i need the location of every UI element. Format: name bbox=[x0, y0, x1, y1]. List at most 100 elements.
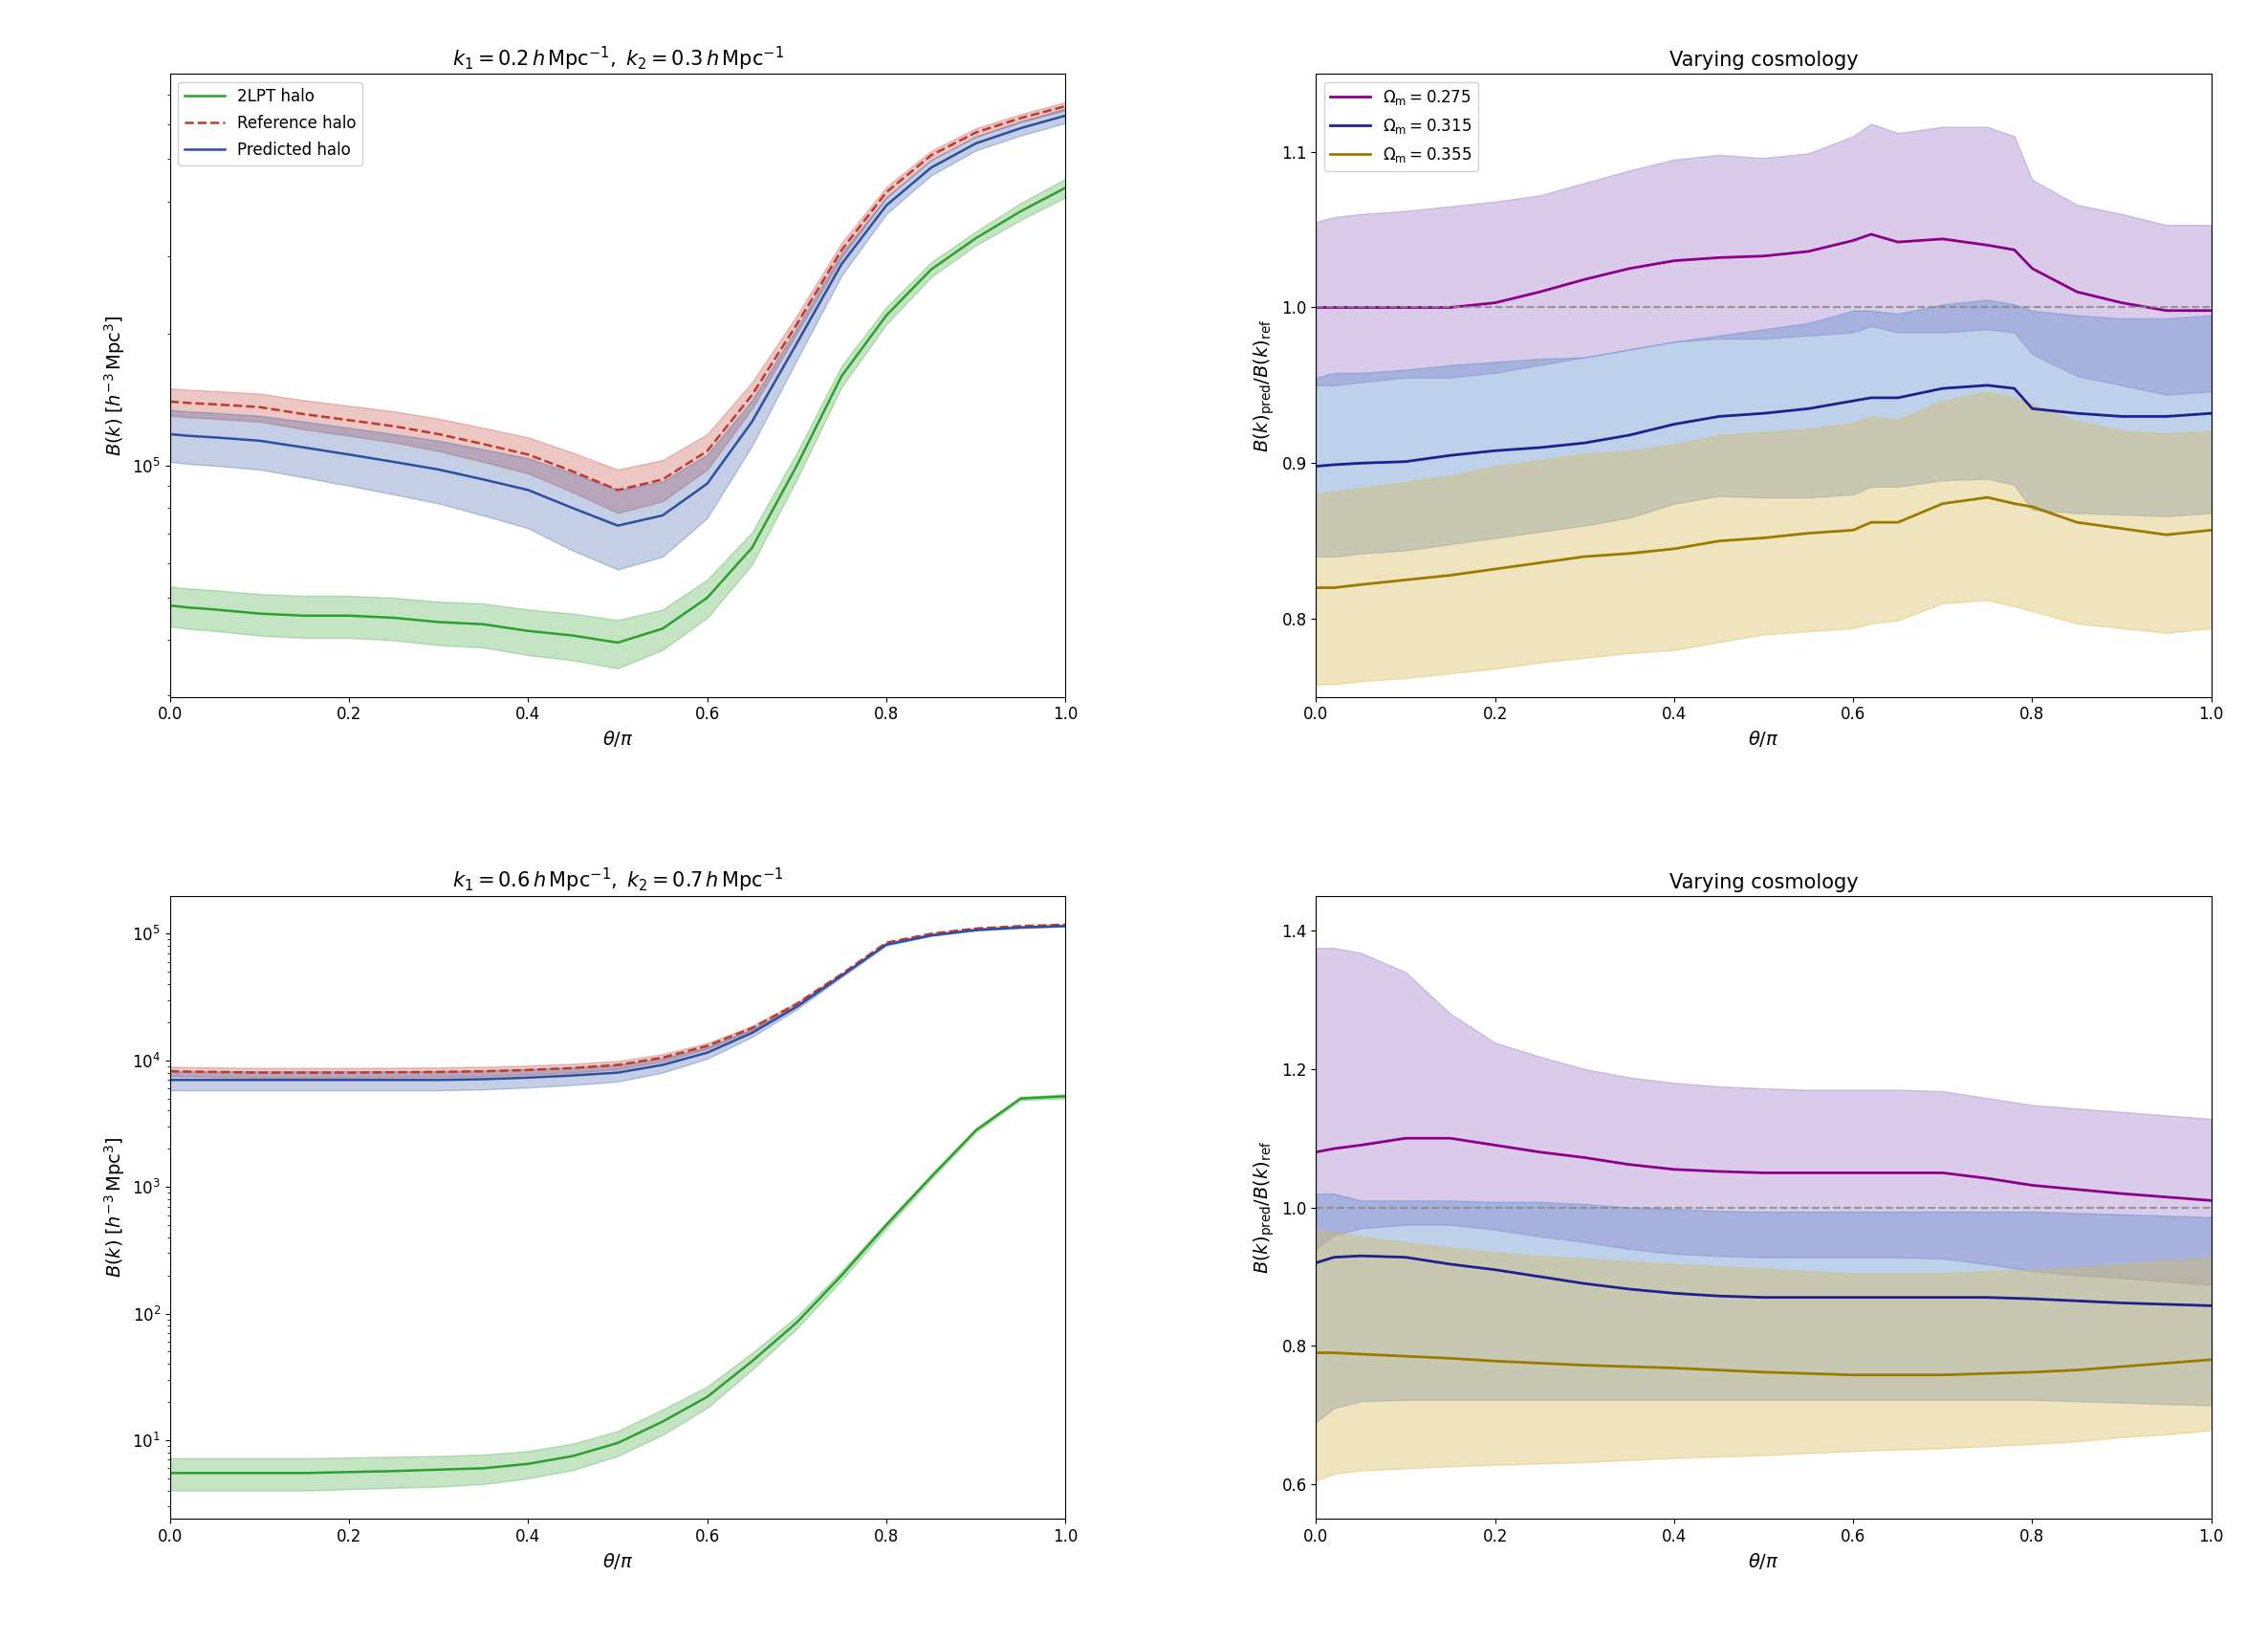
$\Omega_\mathrm{m} = 0.355$ bbox=[1973, 488, 2000, 507]
Reference halo bbox=[245, 397, 272, 417]
$\Omega_\mathrm{m} = 0.315$ bbox=[1660, 414, 1687, 433]
$\Omega_\mathrm{m} = 0.355$ bbox=[2152, 525, 2180, 545]
Predicted halo bbox=[782, 333, 810, 353]
$\Omega_\mathrm{m} = 0.315$ bbox=[1393, 452, 1420, 471]
2LPT halo bbox=[424, 612, 451, 632]
Predicted halo bbox=[469, 470, 497, 489]
Reference halo bbox=[560, 461, 587, 481]
2LPT halo bbox=[828, 366, 855, 386]
Line: 2LPT halo: 2LPT halo bbox=[170, 187, 1066, 642]
Predicted halo bbox=[873, 195, 900, 215]
$\Omega_\mathrm{m} = 0.355$ bbox=[1930, 494, 1957, 514]
Predicted halo bbox=[381, 452, 408, 471]
$\Omega_\mathrm{m} = 0.275$ bbox=[1839, 230, 1867, 250]
Reference halo bbox=[1052, 97, 1080, 117]
Title: $k_1 = 0.2\,h\,\mathrm{Mpc}^{-1},\;k_2 = 0.3\,h\,\mathrm{Mpc}^{-1}$: $k_1 = 0.2\,h\,\mathrm{Mpc}^{-1},\;k_2 =… bbox=[451, 44, 785, 72]
$\Omega_\mathrm{m} = 0.315$ bbox=[1885, 388, 1912, 407]
$\Omega_\mathrm{m} = 0.355$ bbox=[1320, 578, 1347, 598]
Predicted halo bbox=[245, 430, 272, 450]
Reference halo bbox=[649, 470, 676, 489]
$\Omega_\mathrm{m} = 0.275$ bbox=[1930, 230, 1957, 250]
Line: $\Omega_\mathrm{m} = 0.275$: $\Omega_\mathrm{m} = 0.275$ bbox=[1315, 235, 2211, 310]
$\Omega_\mathrm{m} = 0.355$ bbox=[2000, 494, 2028, 514]
Line: $\Omega_\mathrm{m} = 0.355$: $\Omega_\mathrm{m} = 0.355$ bbox=[1315, 498, 2211, 588]
Predicted halo bbox=[739, 412, 767, 432]
2LPT halo bbox=[156, 596, 184, 616]
2LPT halo bbox=[739, 539, 767, 558]
Reference halo bbox=[290, 404, 318, 424]
2LPT halo bbox=[290, 606, 318, 626]
Predicted halo bbox=[919, 158, 946, 177]
Legend: 2LPT halo, Reference halo, Predicted halo: 2LPT halo, Reference halo, Predicted hal… bbox=[179, 82, 363, 166]
$\Omega_\mathrm{m} = 0.355$ bbox=[1839, 521, 1867, 540]
Predicted halo bbox=[962, 133, 989, 153]
$\Omega_\mathrm{m} = 0.275$ bbox=[1393, 297, 1420, 317]
Reference halo bbox=[873, 182, 900, 202]
$\Omega_\mathrm{m} = 0.275$ bbox=[1751, 246, 1778, 266]
Y-axis label: $B(k)\;[h^{-3}\,\mathrm{Mpc}^3]$: $B(k)\;[h^{-3}\,\mathrm{Mpc}^3]$ bbox=[102, 1136, 127, 1277]
$\Omega_\mathrm{m} = 0.355$ bbox=[2019, 498, 2046, 517]
$\Omega_\mathrm{m} = 0.315$ bbox=[1794, 399, 1821, 419]
$\Omega_\mathrm{m} = 0.355$ bbox=[2109, 519, 2136, 539]
$\Omega_\mathrm{m} = 0.355$ bbox=[2198, 521, 2225, 540]
Reference halo bbox=[919, 146, 946, 166]
$\Omega_\mathrm{m} = 0.315$ bbox=[1302, 456, 1329, 476]
$\Omega_\mathrm{m} = 0.275$ bbox=[2000, 240, 2028, 259]
Predicted halo bbox=[515, 479, 542, 499]
Predicted halo bbox=[649, 506, 676, 525]
Predicted halo bbox=[156, 424, 184, 443]
Predicted halo bbox=[1007, 118, 1034, 138]
$\Omega_\mathrm{m} = 0.315$ bbox=[1930, 379, 1957, 399]
$\Omega_\mathrm{m} = 0.315$ bbox=[1839, 391, 1867, 410]
$\Omega_\mathrm{m} = 0.275$ bbox=[1615, 259, 1642, 279]
Legend: $\Omega_\mathrm{m} = 0.275$, $\Omega_\mathrm{m} = 0.315$, $\Omega_\mathrm{m} = 0: $\Omega_\mathrm{m} = 0.275$, $\Omega_\ma… bbox=[1325, 82, 1479, 171]
Predicted halo bbox=[560, 498, 587, 517]
2LPT halo bbox=[919, 259, 946, 279]
$\Omega_\mathrm{m} = 0.315$ bbox=[1857, 388, 1885, 407]
$\Omega_\mathrm{m} = 0.355$ bbox=[1347, 575, 1374, 594]
2LPT halo bbox=[1052, 177, 1080, 197]
$\Omega_\mathrm{m} = 0.275$ bbox=[1320, 297, 1347, 317]
2LPT halo bbox=[515, 621, 542, 640]
2LPT halo bbox=[1007, 202, 1034, 222]
2LPT halo bbox=[560, 626, 587, 645]
2LPT halo bbox=[873, 305, 900, 325]
$\Omega_\mathrm{m} = 0.275$ bbox=[1973, 235, 2000, 255]
$\Omega_\mathrm{m} = 0.355$ bbox=[1706, 530, 1733, 550]
$\Omega_\mathrm{m} = 0.275$ bbox=[2198, 300, 2225, 320]
Reference halo bbox=[424, 424, 451, 443]
2LPT halo bbox=[202, 599, 229, 619]
$\Omega_\mathrm{m} = 0.315$ bbox=[1526, 438, 1554, 458]
2LPT halo bbox=[962, 228, 989, 248]
Reference halo bbox=[336, 410, 363, 430]
Reference halo bbox=[515, 445, 542, 465]
$\Omega_\mathrm{m} = 0.275$ bbox=[1660, 251, 1687, 271]
Reference halo bbox=[782, 315, 810, 335]
$\Omega_\mathrm{m} = 0.355$ bbox=[1302, 578, 1329, 598]
Predicted halo bbox=[424, 460, 451, 479]
$\Omega_\mathrm{m} = 0.355$ bbox=[1794, 524, 1821, 544]
Title: Varying cosmology: Varying cosmology bbox=[1669, 874, 1857, 892]
Reference halo bbox=[694, 442, 721, 461]
$\Omega_\mathrm{m} = 0.275$ bbox=[1302, 297, 1329, 317]
$\Omega_\mathrm{m} = 0.275$ bbox=[1857, 225, 1885, 245]
Reference halo bbox=[828, 240, 855, 259]
Reference halo bbox=[739, 384, 767, 404]
$\Omega_\mathrm{m} = 0.275$ bbox=[1526, 282, 1554, 302]
$\Omega_\mathrm{m} = 0.315$ bbox=[2198, 404, 2225, 424]
2LPT halo bbox=[245, 604, 272, 624]
Reference halo bbox=[202, 394, 229, 414]
$\Omega_\mathrm{m} = 0.275$ bbox=[1885, 232, 1912, 251]
$\Omega_\mathrm{m} = 0.275$ bbox=[1706, 248, 1733, 268]
Reference halo bbox=[469, 433, 497, 453]
2LPT halo bbox=[381, 608, 408, 627]
$\Omega_\mathrm{m} = 0.315$ bbox=[1572, 433, 1599, 453]
$\Omega_\mathrm{m} = 0.275$ bbox=[1572, 269, 1599, 289]
$\Omega_\mathrm{m} = 0.315$ bbox=[1615, 425, 1642, 445]
$\Omega_\mathrm{m} = 0.315$ bbox=[1320, 455, 1347, 475]
$\Omega_\mathrm{m} = 0.355$ bbox=[1751, 529, 1778, 548]
Reference halo bbox=[381, 417, 408, 437]
X-axis label: $\theta/\pi$: $\theta/\pi$ bbox=[1749, 1550, 1778, 1571]
Reference halo bbox=[1007, 108, 1034, 128]
Reference halo bbox=[175, 392, 202, 412]
